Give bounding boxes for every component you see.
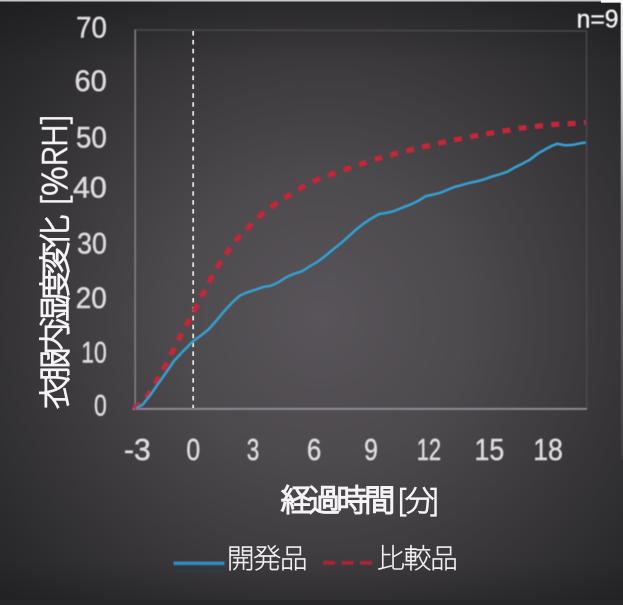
svg-text:40: 40 — [73, 172, 107, 205]
svg-text:n=9: n=9 — [577, 7, 619, 34]
svg-text:0: 0 — [94, 390, 107, 423]
svg-text:18: 18 — [533, 432, 563, 467]
svg-text:70: 70 — [76, 12, 107, 45]
svg-text:50: 50 — [76, 122, 107, 155]
svg-text:30: 30 — [77, 228, 107, 261]
svg-text:60: 60 — [75, 65, 107, 98]
svg-text:10: 10 — [81, 337, 107, 370]
svg-text:-3: -3 — [124, 432, 151, 467]
svg-text:9: 9 — [364, 432, 378, 467]
svg-text:0: 0 — [186, 432, 200, 467]
svg-text:20: 20 — [76, 282, 107, 315]
svg-text:12: 12 — [417, 432, 441, 467]
svg-text:15: 15 — [475, 432, 505, 467]
svg-text:6: 6 — [307, 432, 321, 467]
svg-text:3: 3 — [247, 432, 259, 467]
